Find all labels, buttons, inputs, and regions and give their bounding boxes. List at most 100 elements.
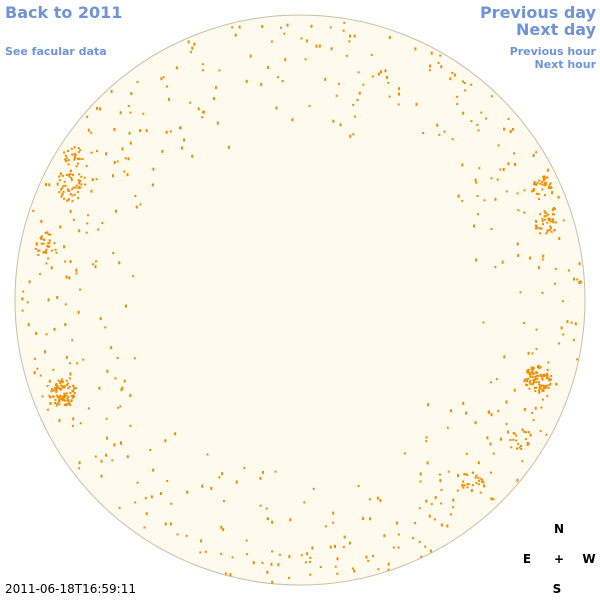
activity-marker [213, 97, 215, 101]
activity-marker [462, 111, 465, 115]
activity-marker [112, 174, 114, 178]
activity-marker [544, 218, 547, 221]
activity-marker [475, 474, 478, 477]
activity-marker [311, 546, 314, 550]
activity-marker [35, 243, 38, 246]
activity-marker [120, 441, 122, 445]
activity-marker [281, 80, 284, 82]
activity-marker [92, 263, 95, 266]
activity-marker [540, 387, 543, 390]
activity-marker [63, 386, 66, 389]
activity-marker [546, 395, 549, 398]
activity-marker [371, 75, 374, 78]
activity-marker [35, 331, 38, 335]
activity-marker [470, 83, 473, 86]
activity-marker [50, 266, 53, 270]
activity-marker [462, 401, 465, 405]
activity-marker [120, 388, 123, 392]
activity-marker [544, 211, 547, 214]
activity-marker [63, 180, 66, 183]
activity-marker [354, 115, 356, 118]
activity-marker [538, 387, 541, 389]
activity-marker [332, 511, 335, 515]
activity-marker [215, 86, 217, 90]
back-to-year-link[interactable]: Back to 2011 [5, 3, 123, 22]
activity-marker [490, 471, 492, 474]
activity-marker [164, 439, 167, 443]
activity-marker [65, 355, 68, 359]
activity-marker [576, 358, 579, 361]
activity-marker [345, 54, 348, 57]
next-day-link[interactable]: Next day [516, 20, 596, 39]
activity-marker [63, 384, 66, 387]
activity-marker [531, 190, 533, 193]
activity-marker [383, 534, 386, 538]
next-hour-link[interactable]: Next hour [534, 58, 597, 71]
activity-marker [539, 430, 542, 433]
activity-marker [539, 232, 541, 235]
activity-marker [541, 384, 544, 387]
activity-marker [528, 372, 531, 375]
activity-marker [554, 282, 556, 285]
activity-marker [71, 424, 74, 427]
activity-marker [168, 97, 170, 101]
activity-marker [324, 525, 327, 528]
previous-day-link[interactable]: Previous day [479, 3, 596, 22]
activity-marker [27, 323, 30, 327]
activity-marker [87, 128, 90, 132]
activity-marker [539, 384, 542, 387]
activity-marker [32, 209, 35, 212]
activity-marker [58, 403, 61, 406]
activity-marker [60, 384, 63, 387]
activity-marker [528, 381, 531, 384]
activity-marker [496, 178, 499, 181]
activity-marker [369, 517, 371, 521]
previous-hour-link[interactable]: Previous hour [509, 45, 596, 58]
activity-marker [515, 434, 518, 437]
activity-marker [76, 191, 79, 194]
activity-marker [210, 486, 213, 490]
activity-marker [67, 173, 70, 176]
activity-marker [532, 379, 535, 381]
activity-marker [181, 146, 183, 150]
activity-marker [425, 440, 428, 443]
activity-marker [529, 375, 532, 378]
activity-marker [45, 333, 48, 336]
activity-marker [538, 227, 541, 230]
activity-marker [535, 151, 538, 154]
activity-marker [37, 254, 40, 256]
activity-marker [113, 443, 116, 447]
activity-marker [526, 371, 529, 374]
activity-marker [476, 195, 479, 197]
activity-marker [71, 188, 74, 191]
activity-marker [547, 185, 550, 188]
activity-marker [63, 394, 66, 396]
activity-marker [434, 496, 437, 500]
activity-marker [542, 254, 545, 258]
activity-marker [541, 378, 544, 381]
activity-marker [277, 563, 280, 567]
activity-marker [55, 383, 57, 386]
activity-marker [527, 431, 530, 434]
activity-marker [110, 346, 113, 350]
activity-marker [545, 232, 548, 235]
activity-marker [352, 133, 355, 136]
activity-marker [45, 183, 47, 186]
activity-marker [544, 194, 546, 197]
activity-marker [578, 281, 581, 284]
activity-marker [201, 116, 204, 119]
activity-marker [193, 42, 196, 46]
activity-marker [78, 467, 81, 470]
activity-marker [532, 381, 535, 384]
activity-marker [530, 371, 532, 374]
activity-marker [66, 384, 68, 386]
activity-marker [334, 544, 336, 548]
activity-marker [351, 567, 354, 570]
facular-data-link[interactable]: See facular data [5, 45, 107, 58]
activity-marker [75, 165, 78, 168]
activity-marker [71, 194, 74, 197]
activity-marker [544, 386, 547, 389]
activity-marker [72, 390, 75, 392]
activity-marker [69, 392, 72, 394]
activity-marker [201, 63, 204, 66]
